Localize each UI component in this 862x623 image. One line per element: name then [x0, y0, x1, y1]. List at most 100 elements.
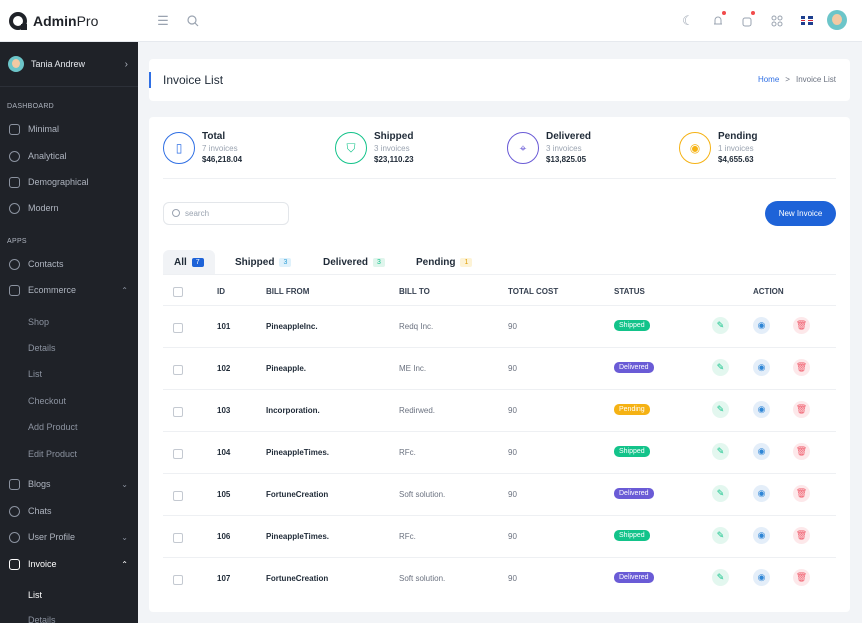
breadcrumb-separator: >: [785, 75, 790, 84]
eye-icon[interactable]: ◉: [753, 401, 770, 418]
chevron-up-icon: ⌃: [121, 285, 128, 295]
sidebar-item-invoice[interactable]: Invoice ⌃: [0, 555, 138, 573]
cell-total-cost: 90: [508, 532, 517, 541]
status-badge: Shipped: [614, 530, 650, 541]
eye-icon[interactable]: ◉: [753, 569, 770, 586]
row-checkbox[interactable]: [173, 323, 183, 333]
sidebar-item-analytical[interactable]: Analytical: [0, 147, 138, 165]
sidebar-item-demographical[interactable]: Demographical: [0, 173, 138, 191]
stat-title: Pending: [718, 131, 758, 142]
row-checkbox[interactable]: [173, 575, 183, 585]
status-badge: Pending: [614, 404, 650, 415]
eye-icon[interactable]: ◉: [753, 359, 770, 376]
sidebar-item-ecommerce[interactable]: Ecommerce ⌃: [0, 281, 138, 299]
eye-icon[interactable]: ◉: [753, 443, 770, 460]
eye-icon[interactable]: ◉: [753, 485, 770, 502]
divider: [163, 178, 836, 179]
invoice-icon: ▯: [163, 132, 195, 164]
sidebar-subitem-details[interactable]: Details: [28, 343, 56, 353]
stat-amount: $4,655.63: [718, 155, 754, 164]
sidebar-item-user-profile[interactable]: User Profile ⌄: [0, 528, 138, 546]
new-invoice-button[interactable]: New Invoice: [765, 201, 836, 226]
tab-all[interactable]: All 7: [163, 250, 215, 274]
tab-pending[interactable]: Pending 1: [416, 250, 473, 274]
cell-id: 102: [217, 364, 231, 373]
search-icon[interactable]: [185, 13, 201, 29]
row-checkbox[interactable]: [173, 407, 183, 417]
cell-total-cost: 90: [508, 406, 517, 415]
sidebar-subitem-list[interactable]: List: [28, 369, 43, 379]
profile-avatar[interactable]: [827, 10, 847, 30]
select-all-checkbox[interactable]: [173, 287, 183, 297]
apps-grid-icon[interactable]: [769, 13, 785, 29]
trash-icon[interactable]: 🗑: [793, 401, 810, 418]
pencil-icon[interactable]: ✎: [712, 485, 729, 502]
column-header-action: ACTION: [753, 287, 784, 296]
chevron-right-icon: ›: [124, 58, 128, 70]
column-header-status[interactable]: STATUS: [614, 287, 645, 296]
breadcrumb-home-link[interactable]: Home: [757, 75, 780, 84]
trash-icon[interactable]: 🗑: [793, 569, 810, 586]
settings-icon: [9, 202, 20, 214]
pencil-icon[interactable]: ✎: [712, 401, 729, 418]
column-header-bill-to[interactable]: BILL TO: [399, 287, 430, 296]
trash-icon[interactable]: 🗑: [793, 443, 810, 460]
tabs-divider: [163, 274, 836, 275]
sidebar-subitem-invoice-details[interactable]: Details: [28, 615, 56, 623]
stat-title: Total: [202, 131, 226, 142]
status-badge: Delivered: [614, 488, 654, 499]
row-checkbox[interactable]: [173, 533, 183, 543]
sidebar-item-modern[interactable]: Modern: [0, 199, 138, 217]
tab-shipped[interactable]: Shipped 3: [235, 250, 292, 274]
search-input[interactable]: [185, 206, 285, 221]
bell-icon[interactable]: [710, 11, 726, 29]
column-header-bill-from[interactable]: BILL FROM: [266, 287, 310, 296]
column-header-id[interactable]: ID: [217, 287, 225, 296]
tab-count-badge: 1: [460, 257, 473, 267]
sidebar-subitem-shop[interactable]: Shop: [28, 317, 50, 327]
cell-bill-from: PineappleInc.: [266, 322, 318, 331]
sidebar-item-label: User Profile: [28, 532, 76, 542]
sidebar-subitem-add-product[interactable]: Add Product: [28, 422, 78, 432]
eye-icon[interactable]: ◉: [753, 527, 770, 544]
cell-bill-from: Incorporation.: [266, 406, 320, 415]
cell-id: 103: [217, 406, 231, 415]
trash-icon[interactable]: 🗑: [793, 527, 810, 544]
sidebar-user-card[interactable]: Tania Andrew ›: [0, 42, 138, 87]
sidebar-subitem-invoice-list[interactable]: List: [28, 590, 43, 600]
cell-id: 105: [217, 490, 231, 499]
row-checkbox[interactable]: [173, 491, 183, 501]
sidebar-subitem-checkout[interactable]: Checkout: [28, 396, 67, 406]
sidebar-item-blogs[interactable]: Blogs ⌄: [0, 475, 138, 493]
sidebar-item-chats[interactable]: Chats: [0, 502, 138, 520]
sidebar-item-minimal[interactable]: Minimal: [0, 120, 138, 138]
pencil-icon[interactable]: ✎: [712, 527, 729, 544]
trash-icon[interactable]: 🗑: [793, 359, 810, 376]
pencil-icon[interactable]: ✎: [712, 359, 729, 376]
table-row: 106 PineappleTimes. RFc. 90 Shipped ✎ ◉ 🗑: [163, 515, 836, 557]
column-header-total-cost[interactable]: TOTAL COST: [508, 287, 559, 296]
pencil-icon[interactable]: ✎: [712, 317, 729, 334]
sidebar-item-contacts[interactable]: Contacts: [0, 255, 138, 273]
cell-bill-to: ME Inc.: [399, 364, 427, 373]
chevron-down-icon: ⌄: [121, 479, 128, 489]
sidebar-item-label: Analytical: [28, 151, 67, 161]
row-checkbox[interactable]: [173, 449, 183, 459]
basket-icon: [9, 284, 20, 296]
uk-flag-icon[interactable]: [801, 16, 813, 25]
trash-icon[interactable]: 🗑: [793, 485, 810, 502]
stat-count: 1 invoices: [718, 144, 754, 153]
moon-icon[interactable]: ☾: [682, 13, 694, 28]
sidebar-subitem-edit-product[interactable]: Edit Product: [28, 449, 78, 459]
cell-bill-from: PineappleTimes.: [266, 448, 329, 457]
menu-icon[interactable]: ☰: [157, 13, 169, 28]
row-checkbox[interactable]: [173, 365, 183, 375]
pencil-icon[interactable]: ✎: [712, 569, 729, 586]
eye-icon[interactable]: ◉: [753, 317, 770, 334]
tab-delivered[interactable]: Delivered 3: [323, 250, 385, 274]
pencil-icon[interactable]: ✎: [712, 443, 729, 460]
cart-icon[interactable]: [739, 11, 755, 29]
trash-icon[interactable]: 🗑: [793, 317, 810, 334]
logo[interactable]: AdminPro: [9, 12, 98, 30]
chart-icon: [9, 123, 20, 135]
